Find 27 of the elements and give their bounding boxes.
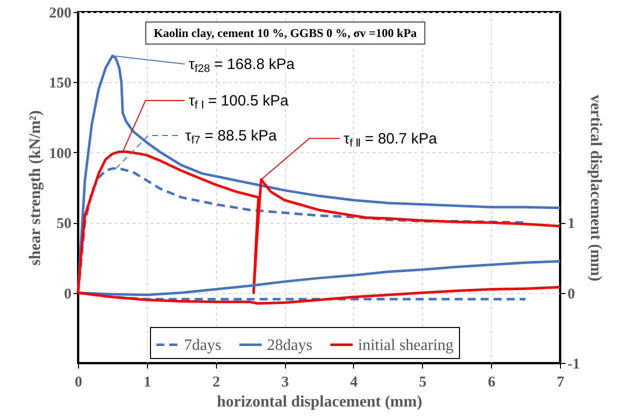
x-tick-label: 2	[212, 374, 220, 390]
y-axis-title: shear strength (kN/m²)	[27, 110, 44, 266]
y-tick-label: 0	[64, 286, 72, 302]
x-tick-label: 1	[144, 374, 152, 390]
x-tick-label: 3	[281, 374, 289, 390]
y-tick-label: 150	[49, 76, 72, 92]
annotation: τ$_{f28}$ = 168.8 kPa	[188, 56, 296, 76]
y2-tick-label: 0	[568, 286, 575, 302]
legend-label: 28days	[267, 336, 312, 354]
y2-axis-title: vertical displacement (mm)	[586, 94, 604, 282]
y2-tick-label: 1	[568, 216, 575, 232]
x-tick-label: 6	[488, 374, 496, 390]
text: Kaolin clay, cement 10 %, GGBS 0 %, σv =100 kPa	[154, 26, 417, 40]
x-tick-label: 0	[74, 374, 82, 390]
x-tick-label: 7	[556, 374, 565, 390]
y-tick-label: 50	[56, 216, 72, 232]
y2-tick-label: -1	[568, 356, 580, 372]
y-tick-label: 200	[49, 6, 72, 22]
legend-label: initial shearing	[358, 336, 454, 354]
annotation: τ$_{f Ⅱ}$ = 80.7 kPa	[344, 130, 438, 150]
y-tick-label: 100	[49, 146, 72, 162]
x-axis-title: horizontal displacement (mm)	[216, 394, 422, 410]
x-tick-label: 4	[350, 374, 358, 390]
annotation: τ$_{f7}$ = 88.5 kPa	[185, 128, 278, 147]
legend-label: 7days	[184, 336, 222, 354]
x-tick-label: 5	[419, 374, 427, 390]
annotation: τ$_{f Ⅰ}$ = 100.5 kPa	[188, 92, 290, 112]
